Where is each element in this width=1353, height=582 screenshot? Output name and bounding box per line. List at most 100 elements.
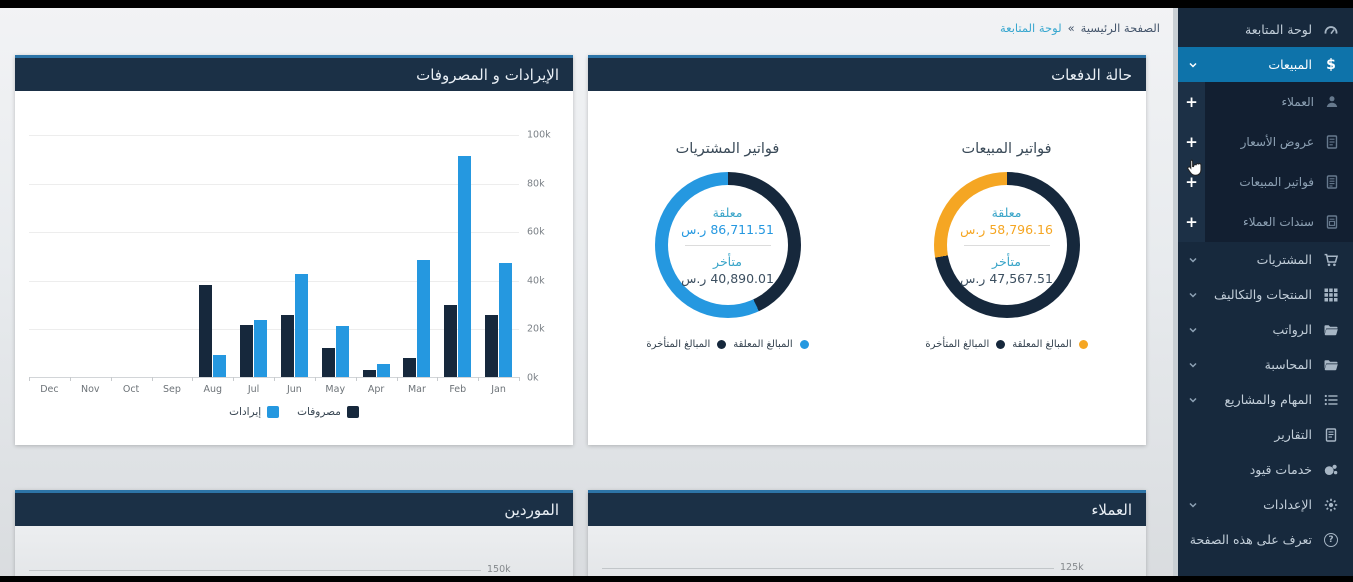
bar-Mar-مصروفات[interactable] xyxy=(403,357,417,377)
bar-group-Mar xyxy=(397,260,438,377)
bar-Aug-إيرادات[interactable] xyxy=(213,355,227,377)
ytick-label: 150k xyxy=(487,564,511,575)
grid-icon xyxy=(1322,287,1340,303)
pending-legend-label[interactable]: المبالغ المعلقة xyxy=(733,339,793,350)
sidebar-item-accounting[interactable]: المحاسبة xyxy=(1178,347,1353,382)
cart-icon xyxy=(1322,252,1340,268)
help-icon: ? xyxy=(1322,532,1340,547)
sidebar-item-reports[interactable]: التقارير xyxy=(1178,417,1353,452)
gridline xyxy=(29,135,519,136)
add-quotes-button[interactable]: + xyxy=(1185,133,1198,151)
sidebar-item-page-help[interactable]: ? تعرف على هذه الصفحة xyxy=(1178,522,1353,557)
legend-swatch xyxy=(267,406,280,418)
quote-icon xyxy=(1323,134,1340,150)
top-black-strip xyxy=(0,0,1353,8)
pending-legend-dot[interactable] xyxy=(1078,340,1088,349)
overdue-legend-dot[interactable] xyxy=(717,340,727,349)
overdue-legend-dot[interactable] xyxy=(996,340,1006,349)
panel-title: حالة الدفعات xyxy=(1051,65,1132,84)
sidebar-item-settings[interactable]: الإعدادات xyxy=(1178,487,1353,522)
sales-invoices-donut-group: فواتير المبيعات معلقة 58,796.16 ر.س متأخ… xyxy=(867,141,1146,350)
bar-Jul-إيرادات[interactable] xyxy=(254,319,268,377)
bar-Feb-إيرادات[interactable] xyxy=(458,155,472,377)
axis-tick xyxy=(29,377,30,381)
legend-item-إيرادات[interactable]: إيرادات xyxy=(229,406,280,418)
suppliers-chart-body: 150k xyxy=(15,526,573,582)
invoice-icon xyxy=(1323,174,1340,190)
xtick-label: Jan xyxy=(491,384,506,395)
sidebar-item-purchases[interactable]: المشتريات xyxy=(1178,242,1353,277)
bar-Jun-مصروفات[interactable] xyxy=(280,315,294,377)
payments-body: فواتير المبيعات معلقة 58,796.16 ر.س متأخ… xyxy=(588,91,1146,350)
sidebar-item-label: لوحة المتابعة xyxy=(1245,22,1312,37)
center-divider xyxy=(963,244,1050,246)
bar-Jul-مصروفات[interactable] xyxy=(240,324,254,377)
gear-icon xyxy=(1322,497,1340,513)
ytick-label: 80k xyxy=(527,178,545,190)
bar-Aug-مصروفات[interactable] xyxy=(199,284,213,377)
add-sales-invoices-button[interactable]: + xyxy=(1185,173,1198,191)
gridline xyxy=(29,183,519,185)
bar-Jan-إيرادات[interactable] xyxy=(499,262,513,377)
xtick-label: Jun xyxy=(286,384,302,395)
purchase-invoices-donut-chart[interactable]: معلقة 86,711.51 ر.س متأخر 40,890.01 ر.س xyxy=(654,172,801,318)
sales-submenu: + العملاء + عروض الأسعار + فواتير المبيعات + سن… xyxy=(1178,82,1353,242)
donut-center: معلقة 58,796.16 ر.س متأخر 47,567.51 ر.س xyxy=(946,185,1067,305)
ytick-label: 20k xyxy=(527,323,545,335)
sidebar-item-tasks-projects[interactable]: المهام والمشاريع xyxy=(1178,382,1353,417)
add-customer-vouchers-button[interactable]: + xyxy=(1185,213,1198,231)
sales-invoices-donut-chart[interactable]: معلقة 58,796.16 ر.س متأخر 47,567.51 ر.س xyxy=(933,172,1080,318)
gridline xyxy=(29,280,519,282)
bar-Apr-إيرادات[interactable] xyxy=(376,363,390,377)
center-divider xyxy=(684,244,771,246)
xtick-label: Apr xyxy=(367,384,385,395)
breadcrumb-home-link[interactable]: الصفحة الرئيسية xyxy=(1080,21,1160,35)
bar-Apr-مصروفات[interactable] xyxy=(362,370,376,377)
breadcrumb-current-link[interactable]: لوحة المتابعة xyxy=(999,21,1062,35)
axis-tick xyxy=(151,377,153,381)
sidebar-item-sales[interactable]: $ المبيعات xyxy=(1178,47,1353,82)
bar-May-إيرادات[interactable] xyxy=(335,325,349,377)
revenue-chart-body: 0k 20k 40k 60k 80k 100k Dec Nov Oct Sep Aug Jul Jun M… xyxy=(15,91,573,445)
legend-item-مصروفات[interactable]: مصروفات xyxy=(297,406,359,418)
sidebar-item-dashboard[interactable]: لوحة المتابعة xyxy=(1178,12,1353,47)
bar-Feb-مصروفات[interactable] xyxy=(444,305,458,377)
gridline xyxy=(29,570,481,571)
sidebar-item-payroll[interactable]: الرواتب xyxy=(1178,312,1353,347)
axis-tick xyxy=(192,377,194,381)
payments-status-panel: حالة الدفعات فواتير المبيعات معلقة 58,79… xyxy=(588,55,1146,445)
panel-header: الإيرادات و المصروفات xyxy=(15,55,573,91)
overdue-legend-label[interactable]: المبالغ المتأخرة xyxy=(646,339,711,350)
sidebar-subitem-customers[interactable]: + العملاء xyxy=(1178,82,1353,122)
sidebar-item-label: المنتجات والتكاليف xyxy=(1214,287,1312,302)
bar-Jan-مصروفات[interactable] xyxy=(485,315,499,377)
sidebar-item-label: المحاسبة xyxy=(1264,357,1312,372)
sidebar-scrollbar[interactable] xyxy=(1173,8,1178,576)
sidebar-item-label: خدمات قيود xyxy=(1249,462,1312,477)
panel-header: حالة الدفعات xyxy=(588,55,1146,91)
qoyod-services-icon xyxy=(1322,462,1340,478)
sidebar-subitem-quotes[interactable]: + عروض الأسعار xyxy=(1178,122,1353,162)
bar-Jun-إيرادات[interactable] xyxy=(294,273,308,377)
sidebar-item-label: المهام والمشاريع xyxy=(1224,392,1312,407)
bar-Mar-إيرادات[interactable] xyxy=(417,260,431,377)
overdue-value: 40,890.01 ر.س xyxy=(681,270,774,286)
pending-label: معلقة xyxy=(712,204,743,220)
donut-legend: المبالغ المعلقة المبالغ المتأخرة xyxy=(925,339,1088,350)
sidebar-item-label: المشتريات xyxy=(1256,252,1312,267)
chevron-down-icon xyxy=(1188,325,1198,335)
bar-May-مصروفات[interactable] xyxy=(321,347,335,377)
pending-legend-label[interactable]: المبالغ المعلقة xyxy=(1012,339,1072,350)
pending-legend-dot[interactable] xyxy=(799,340,809,349)
bar-group-Feb xyxy=(437,155,478,377)
sidebar-subitem-sales-invoices[interactable]: + فواتير المبيعات xyxy=(1178,162,1353,202)
sidebar-subitem-customer-vouchers[interactable]: + سندات العملاء xyxy=(1178,202,1353,242)
xtick-label: Jul xyxy=(247,384,260,395)
axis-tick xyxy=(314,377,316,381)
overdue-legend-label[interactable]: المبالغ المتأخرة xyxy=(925,339,990,350)
customers-icon xyxy=(1323,94,1340,110)
add-customers-button[interactable]: + xyxy=(1185,93,1198,111)
sidebar-item-products-costs[interactable]: المنتجات والتكاليف xyxy=(1178,277,1353,312)
xtick-label: May xyxy=(325,384,346,395)
sidebar-item-qoyod-services[interactable]: خدمات قيود xyxy=(1178,452,1353,487)
